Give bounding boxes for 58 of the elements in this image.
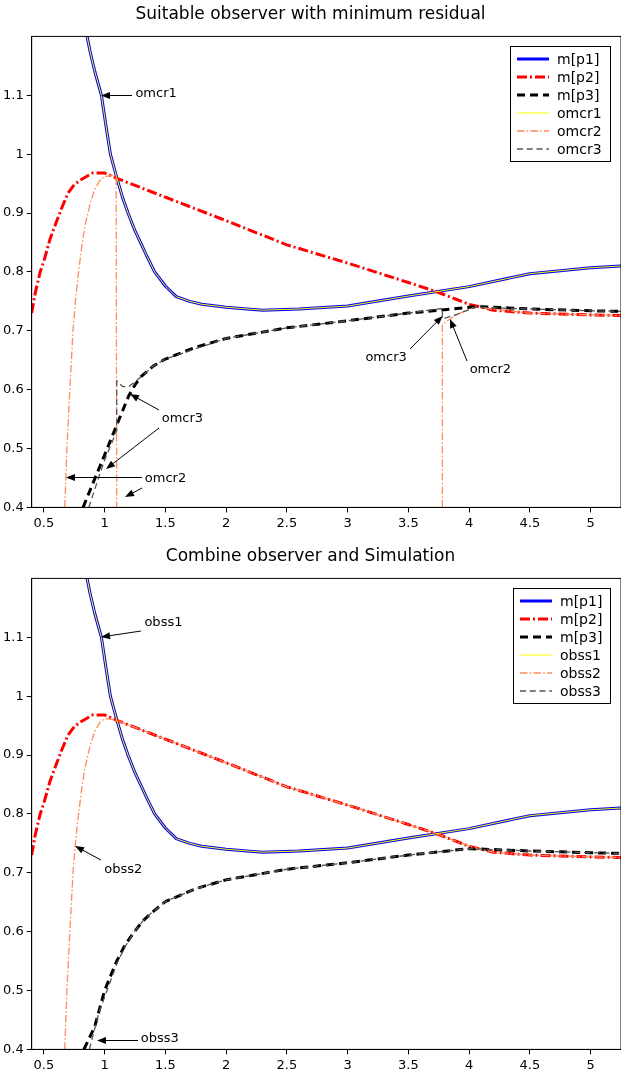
annotation: omcr1 <box>135 84 177 100</box>
y-tick-label: 0.9 <box>2 204 24 220</box>
x-tick-label: 1.5 <box>154 514 176 530</box>
chart-title: Combine observer and Simulation <box>165 544 456 565</box>
x-tick-label: 4 <box>464 1056 474 1072</box>
annotation: omcr2 <box>144 470 187 486</box>
legend-label: m[p3] <box>560 628 603 647</box>
legend-label: m[p1] <box>560 592 603 611</box>
y-tick-label: 0.5 <box>2 981 24 997</box>
x-tick-label: 4.5 <box>519 1056 541 1072</box>
x-tick-label: 0.5 <box>33 514 55 530</box>
x-tick-label: 3 <box>343 514 352 530</box>
annotation: omcr2 <box>469 361 512 377</box>
x-tick-label: 2 <box>221 514 231 530</box>
x-tick-label: 2.5 <box>276 514 298 530</box>
x-tick-label: 0.5 <box>33 1056 55 1072</box>
y-tick-label: 0.4 <box>2 1040 24 1056</box>
legend-label: omcr3 <box>557 140 602 159</box>
y-tick-label: 0.7 <box>2 322 24 338</box>
x-tick-label: 1 <box>100 514 109 530</box>
x-tick-label: 3.5 <box>398 514 419 530</box>
x-tick-label: 3 <box>343 1056 352 1072</box>
y-tick-label: 0.5 <box>2 439 24 455</box>
x-tick-label: 2.5 <box>276 1056 298 1072</box>
legend-label: m[p2] <box>557 68 600 87</box>
x-tick-label: 1 <box>100 1056 109 1072</box>
annotation: omcr3 <box>365 349 407 365</box>
annotation: omcr3 <box>161 410 204 426</box>
legend-label: obss3 <box>560 682 601 701</box>
y-tick-label: 1 <box>15 145 24 161</box>
x-tick-label: 5 <box>586 1056 595 1072</box>
y-tick-label: 0.9 <box>2 746 24 762</box>
legend-label: m[p3] <box>557 86 600 105</box>
y-tick-label: 0.7 <box>2 864 24 880</box>
x-tick-label: 4.5 <box>519 514 541 530</box>
x-tick-label: 5 <box>586 514 595 530</box>
y-tick-label: 0.8 <box>2 263 24 279</box>
y-tick-label: 0.4 <box>2 498 24 514</box>
legend-label: m[p2] <box>560 610 603 629</box>
legend-label: omcr2 <box>557 122 602 141</box>
legend-label: obss2 <box>560 664 601 683</box>
x-tick-label: 3.5 <box>398 1056 419 1072</box>
x-tick-label: 2 <box>221 1056 231 1072</box>
y-tick-label: 0.8 <box>2 805 24 821</box>
chart-title: Suitable observer with minimum residual <box>135 2 486 23</box>
y-tick-label: 0.6 <box>2 923 24 939</box>
y-tick-label: 1.1 <box>2 628 24 644</box>
annotation: obss3 <box>140 1029 179 1045</box>
x-tick-label: 1.5 <box>154 1056 176 1072</box>
legend-label: m[p1] <box>557 50 600 69</box>
y-tick-label: 1.1 <box>2 86 24 102</box>
y-tick-label: 1 <box>15 687 24 703</box>
annotation: obss1 <box>144 613 183 629</box>
y-tick-label: 0.6 <box>2 381 24 397</box>
legend-label: omcr1 <box>557 104 602 123</box>
annotation: obss2 <box>104 860 143 876</box>
x-tick-label: 4 <box>464 514 474 530</box>
legend-label: obss1 <box>560 646 601 665</box>
